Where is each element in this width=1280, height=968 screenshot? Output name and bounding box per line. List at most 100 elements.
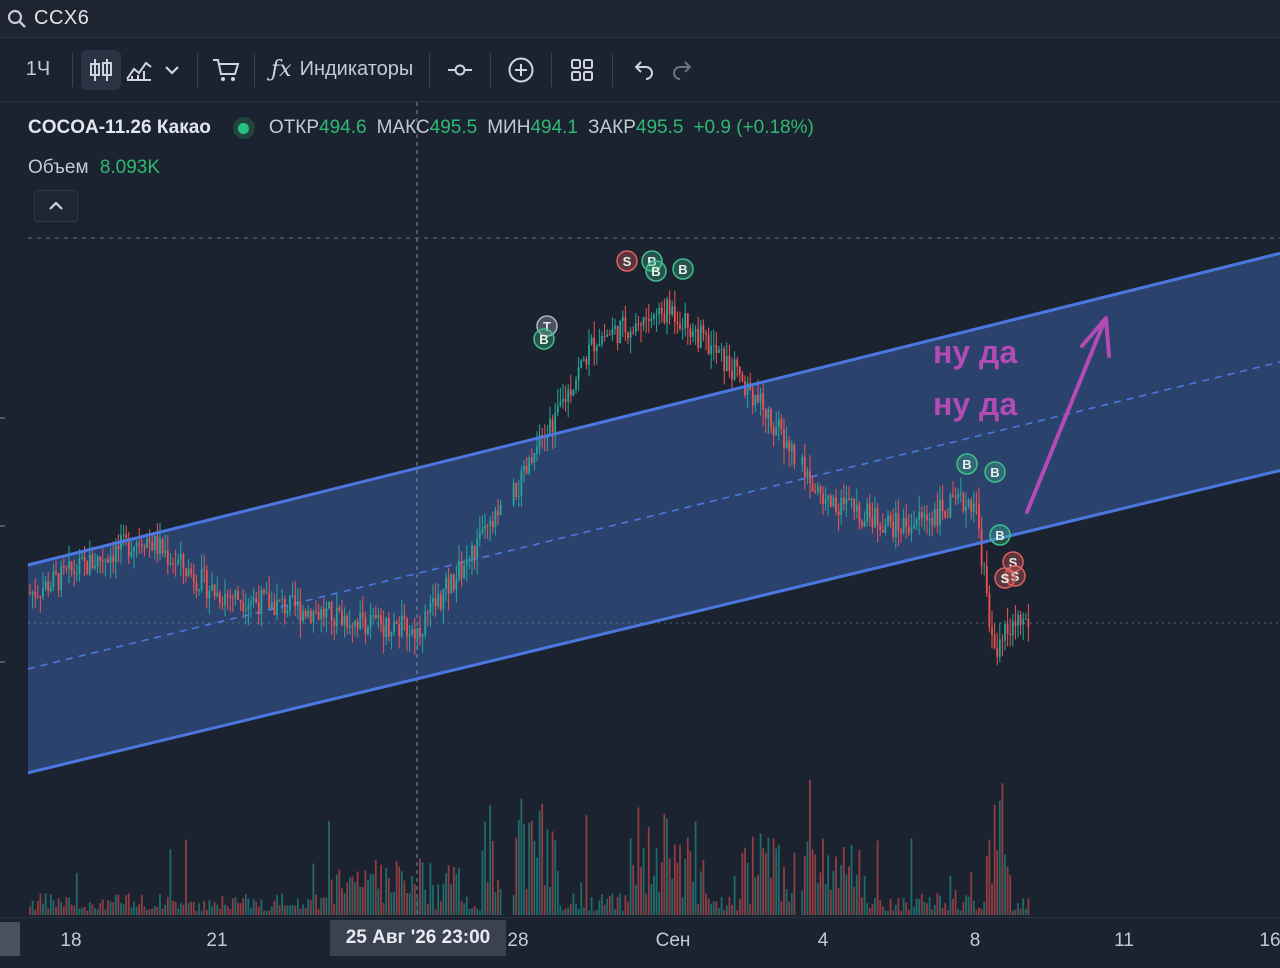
crosshair-dot-icon[interactable] — [440, 50, 480, 90]
candle-body — [559, 401, 562, 406]
volume-bar — [978, 907, 980, 915]
candle-body — [55, 571, 57, 574]
candle-body — [452, 573, 455, 590]
volume-bar — [863, 875, 866, 915]
volume-bar — [151, 908, 154, 915]
grid-icon[interactable] — [562, 50, 602, 90]
candle-body — [876, 508, 879, 526]
volume-bar — [549, 886, 551, 915]
crosshair-time-label: 25 Авг '26 23:00 — [330, 920, 506, 956]
candle-body — [699, 325, 702, 348]
candle-body — [208, 590, 211, 599]
axis-scroll-handle[interactable] — [0, 922, 20, 956]
trade-marker[interactable]: T — [536, 315, 558, 337]
interval-button[interactable]: 1Ч — [25, 58, 51, 80]
volume-bar — [148, 909, 151, 915]
candle-body — [166, 550, 169, 565]
text-annotation[interactable]: ну да ну да — [933, 326, 1017, 430]
candle-body — [957, 493, 960, 498]
volume-bar — [380, 864, 382, 915]
chevron-down-icon[interactable] — [157, 50, 187, 90]
volume-bar — [790, 893, 793, 915]
ticker-symbol[interactable]: CCX6 — [34, 7, 90, 29]
trade-marker[interactable]: B — [956, 453, 978, 475]
volume-bar — [712, 901, 715, 915]
volume-bar — [874, 898, 876, 915]
candle-body — [975, 503, 978, 505]
candle-body — [816, 486, 819, 492]
collapse-legend-button[interactable] — [34, 190, 78, 222]
volume-bar — [759, 833, 762, 915]
volume-bar — [744, 847, 746, 915]
candle-body — [887, 515, 889, 525]
candle-body — [616, 326, 619, 344]
search-bar[interactable]: CCX6 — [0, 0, 1280, 38]
candle-body — [489, 520, 492, 526]
candles-icon[interactable] — [81, 49, 121, 90]
volume-bar — [244, 894, 247, 915]
volume-bar — [671, 878, 674, 915]
volume-bar — [983, 901, 986, 915]
candle-body — [920, 512, 923, 518]
volume-bar — [169, 849, 172, 915]
trade-marker[interactable]: B — [984, 461, 1006, 483]
volume-bar — [471, 908, 473, 915]
candle-body — [403, 615, 406, 619]
candle-body — [52, 571, 55, 587]
line-chart-icon[interactable] — [121, 50, 157, 90]
volume-bar — [315, 894, 317, 915]
candle-body — [70, 561, 73, 572]
plus-circle-icon[interactable] — [501, 50, 541, 90]
candle-body — [413, 629, 416, 639]
volume-bar — [81, 908, 83, 915]
volume-bar — [770, 877, 772, 915]
volume-bar — [101, 899, 104, 915]
volume-bar — [980, 909, 983, 915]
candle-body — [42, 588, 44, 597]
candle-body — [850, 498, 853, 501]
candle-body — [312, 611, 315, 623]
cart-icon[interactable] — [208, 50, 244, 90]
volume-bar — [192, 902, 195, 915]
volume-bar — [624, 895, 627, 915]
indicators-button[interactable]: ƒx Индикаторы — [265, 50, 419, 90]
volume-bar — [967, 896, 970, 915]
trade-marker[interactable]: S — [616, 250, 638, 272]
candle-body — [273, 601, 276, 615]
search-icon[interactable] — [6, 8, 28, 30]
trade-marker[interactable]: B — [533, 328, 555, 350]
volume-bar — [390, 892, 393, 915]
candle-body — [421, 634, 424, 638]
time-axis[interactable]: 18 21 28 Сен 4 8 11 16 — [0, 917, 1280, 968]
candle-body — [785, 440, 788, 448]
candle-body — [250, 602, 252, 605]
candle-body — [952, 495, 954, 497]
volume-bar — [627, 901, 629, 915]
volume-bar — [260, 899, 263, 915]
volume-bar — [699, 871, 702, 915]
volume-bar — [647, 827, 650, 915]
trade-marker[interactable]: B — [672, 258, 694, 280]
candle-body — [309, 610, 312, 623]
volume-bar — [255, 901, 258, 915]
symbol-title[interactable]: COCOA-11.26 Какао — [28, 117, 211, 138]
redo-icon[interactable] — [663, 50, 703, 90]
candle-body — [853, 498, 856, 512]
volume-bar — [975, 910, 978, 915]
volume-bar — [536, 857, 538, 915]
candle-body — [424, 612, 427, 635]
volume-bar — [393, 891, 395, 915]
volume-bar — [928, 896, 931, 915]
candle-body — [234, 590, 237, 599]
trade-marker[interactable]: B — [989, 524, 1011, 546]
volume-bar — [543, 885, 546, 915]
undo-icon[interactable] — [623, 50, 663, 90]
trade-marker[interactable]: S — [994, 567, 1016, 589]
svg-text:T: T — [543, 319, 551, 334]
candle-body — [590, 337, 593, 345]
high-value: 495.5 — [429, 117, 478, 138]
volume-bar — [1022, 898, 1025, 915]
trade-marker[interactable]: B — [645, 260, 667, 282]
candle-body — [751, 389, 754, 406]
